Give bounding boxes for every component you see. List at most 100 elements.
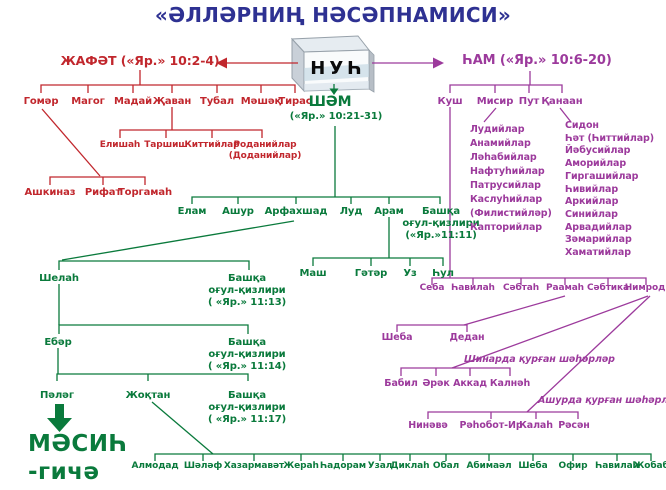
peleg-other-children: Башқа: [227, 390, 267, 401]
list-item: Капторийлар: [470, 222, 542, 233]
page-title: «ӘЛЛӘРНИҢ НӘСӘПНАМИСИ»: [154, 3, 512, 27]
japheth-son: Тубал: [200, 96, 234, 107]
shelah-other-children: оғул-қизлири: [208, 285, 286, 296]
japheth-son: Мадай: [113, 96, 153, 107]
list-item: Зәмарийлар: [565, 234, 632, 246]
cush-son: Һавилаһ: [451, 283, 495, 293]
japheth-son: Мәшәқ: [240, 96, 282, 107]
mizraim-descendants-list: Лудийлар Анамийлар Ләһабийлар Нафтуһийла…: [470, 123, 552, 235]
asshur-city: Рәсән: [558, 420, 590, 431]
shinar-city: Калнәһ: [489, 378, 531, 389]
list-item: Аморийлар: [565, 158, 627, 170]
list-item: Каслуһийлар: [470, 194, 543, 205]
shelah-other-children-ref: ( «Яр.» 11:13): [207, 297, 287, 308]
eber-other-children: Башқа: [227, 337, 267, 348]
list-item: Синийлар: [565, 208, 618, 220]
joktan-son: Һадорам: [320, 461, 366, 471]
joktan-son: Диклаһ: [390, 461, 430, 471]
japheth-header: ЖАФӘТ («Яр.» 10:2-4): [60, 53, 220, 68]
canaan-descendants-list: Сидон Һәт (Һиттийлар) Йәбусийлар Аморийл…: [565, 120, 654, 260]
javan-son-note: (Доданийлар): [228, 151, 302, 161]
japheth-son: Гомәр: [23, 96, 59, 107]
joktan-son: Хазармавәт: [223, 461, 285, 471]
list-item: Нафтуһийлар: [470, 166, 545, 177]
aram-son: Маш: [299, 268, 327, 279]
list-item: Хаматийлар: [565, 247, 631, 259]
javan-son: Роданийлар: [233, 140, 297, 150]
shem-other-children: оғул-қизлири: [402, 218, 480, 229]
list-item: (Филистийләр): [470, 208, 552, 219]
list-item: Гиргашийлар: [565, 170, 639, 182]
list-item: Сидон: [565, 120, 599, 131]
shem-son: Арфахшад: [264, 206, 328, 217]
list-item: Арвадийлар: [565, 221, 632, 233]
asshur-city: Нинәвә: [408, 420, 448, 431]
joktan-son: Офир: [558, 461, 588, 471]
javan-son: Киттийлар: [184, 140, 240, 150]
joktan-son: Алмодад: [131, 461, 179, 471]
javan-son: Таршиш: [144, 140, 188, 150]
raamah-son: Дедан: [449, 332, 485, 343]
shem-other-children-ref: («Яр.»11:11): [405, 230, 477, 241]
shem-son: Ашур: [222, 206, 254, 217]
cush-son: Себа: [419, 283, 445, 293]
list-item: Анамийлар: [470, 138, 531, 149]
node-peleg: Пәләг: [40, 390, 74, 401]
raamah-son: Шеба: [381, 332, 413, 343]
japheth-son: Тирас: [278, 96, 312, 107]
shem-son: Луд: [339, 206, 363, 217]
ham-connectors: [372, 62, 651, 419]
node-shelah: Шелаһ: [39, 273, 79, 284]
shem-son: Елам: [177, 206, 207, 217]
aram-son: Гәтәр: [354, 268, 388, 279]
list-item: Һәт (Һиттийлар): [565, 132, 654, 144]
cush-son: Сәбтаһ: [502, 283, 540, 293]
list-item: Патрусийлар: [470, 180, 541, 191]
shem-header: ШӘМ: [308, 94, 352, 110]
asshur-city: Калаһ: [519, 420, 553, 431]
node-noah: НУҺ: [310, 58, 366, 79]
arrow-right-icon: [433, 57, 444, 69]
arrow-down-icon: [329, 88, 339, 95]
list-item: Аркийлар: [565, 196, 619, 208]
joktan-son: Шәләф: [183, 461, 223, 471]
gomer-son: Торгамаһ: [117, 187, 173, 198]
shelah-other-children: Башқа: [227, 273, 267, 284]
messiah-label: -гичә: [28, 459, 100, 485]
asshur-city: Рәһобот-Ир: [459, 420, 523, 431]
shinar-city: Бабил: [384, 378, 418, 389]
list-item: Ләһабийлар: [470, 152, 537, 163]
node-joktan: Жоқтан: [125, 390, 171, 401]
ham-son: Пут: [518, 96, 540, 107]
gomer-son: Рифат: [84, 187, 122, 198]
eber-other-children-ref: ( «Яр.» 11:14): [207, 361, 287, 372]
joktan-son: Узал: [367, 461, 393, 471]
joktan-son: Жераһ: [283, 461, 319, 471]
japheth-connectors: [40, 62, 298, 185]
joktan-son: Һавилаһ: [595, 461, 639, 471]
javan-son: Елишаһ: [99, 140, 141, 150]
noah-box-icon: [290, 35, 375, 93]
joktan-son: Жобаб: [633, 461, 666, 471]
joktan-son: Шеба: [518, 461, 548, 471]
cush-son: Раамаһ: [546, 283, 584, 293]
shinar-city: Әрәк: [422, 378, 450, 389]
ham-son: Қанаан: [541, 96, 583, 107]
list-item: Һивийлар: [565, 183, 619, 195]
shinar-cities-label: Шинарда қурған шәһәрләр: [464, 354, 615, 365]
shinar-city: Аккад: [453, 378, 487, 389]
list-item: Йәбусийлар: [565, 145, 631, 157]
peleg-other-children-ref: ( «Яр.» 11:17): [207, 414, 287, 425]
cush-son: Сәбтика: [587, 283, 629, 293]
shem-other-children: Башқа: [421, 206, 461, 217]
arrow-left-icon: [216, 57, 227, 69]
gomer-son: Ашкиназ: [24, 187, 76, 198]
messiah-label: МӘСИҺ: [28, 431, 128, 457]
eber-other-children: оғул-қизлири: [208, 349, 286, 360]
node-eber: Ебәр: [44, 337, 72, 348]
messiah-arrow-icon: [47, 404, 72, 432]
joktan-son: Абимаәл: [466, 461, 512, 471]
japheth-son: Җаван: [152, 96, 192, 107]
